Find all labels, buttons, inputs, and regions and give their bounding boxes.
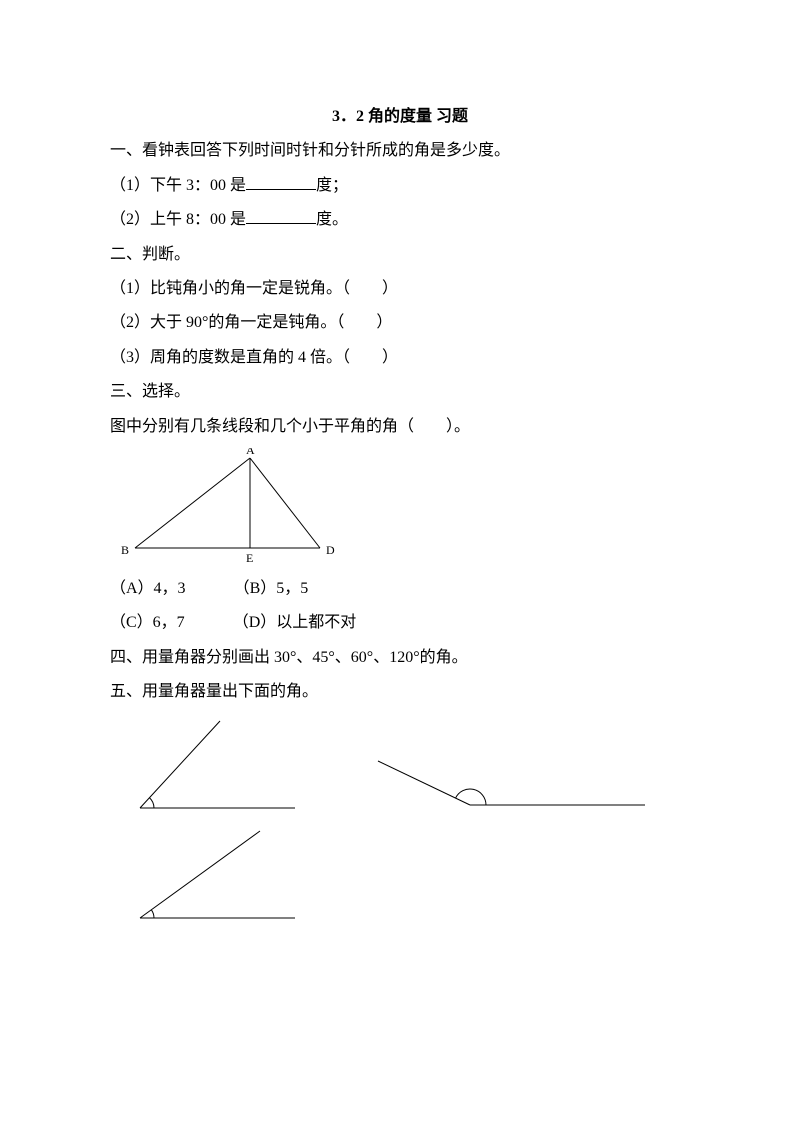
q1-item1: （1）下午 3：00 是 度； [110,169,690,203]
svg-text:E: E [246,551,253,565]
q1-item2-post: 度。 [316,211,348,228]
q2-item1: （1）比钝角小的角一定是锐角。（ ） [110,272,690,306]
angle1-svg [110,713,310,823]
svg-text:A: A [246,448,255,457]
svg-text:D: D [326,543,335,557]
q1-blank2[interactable] [246,207,316,224]
angles-row1 [110,713,690,823]
q3-stem: 图中分别有几条线段和几个小于平角的角（ ）。 [110,410,690,444]
q3-optB: （B）5，5 [234,572,309,606]
q1-heading: 一、看钟表回答下列时间时针和分针所成的角是多少度。 [110,134,690,168]
q2-item3: （3）周角的度数是直角的 4 倍。（ ） [110,341,690,375]
q2-item2: （2）大于 90°的角一定是钝角。（ ） [110,306,690,340]
page-title: 3．2 角的度量 习题 [110,100,690,134]
angles-row2 [110,823,690,933]
q3-options-row1: （A）4，3 （B）5，5 [110,572,690,606]
q5-heading: 五、用量角器量出下面的角。 [110,675,690,709]
angle3-svg [110,823,310,933]
q1-blank1[interactable] [246,173,316,190]
q3-optD: （D）以上都不对 [233,606,357,640]
triangle-svg: A B D E [110,448,340,568]
page: 3．2 角的度量 习题 一、看钟表回答下列时间时针和分针所成的角是多少度。 （1… [0,0,800,973]
triangle-diagram: A B D E [110,448,690,568]
q1-item2-pre: （2）上午 8：00 是 [110,211,246,228]
q1-item1-post: 度； [316,177,348,194]
q3-options-row2: （C）6，7 （D）以上都不对 [110,606,690,640]
q4-heading: 四、用量角器分别画出 30°、45°、60°、120°的角。 [110,641,690,675]
q3-optA: （A）4，3 [110,572,186,606]
q1-item1-pre: （1）下午 3：00 是 [110,177,246,194]
svg-text:B: B [121,543,129,557]
q3-optC: （C）6，7 [110,606,185,640]
q3-heading: 三、选择。 [110,375,690,409]
q1-item2: （2）上午 8：00 是 度。 [110,203,690,237]
q2-heading: 二、判断。 [110,238,690,272]
angle2-svg [370,713,650,823]
